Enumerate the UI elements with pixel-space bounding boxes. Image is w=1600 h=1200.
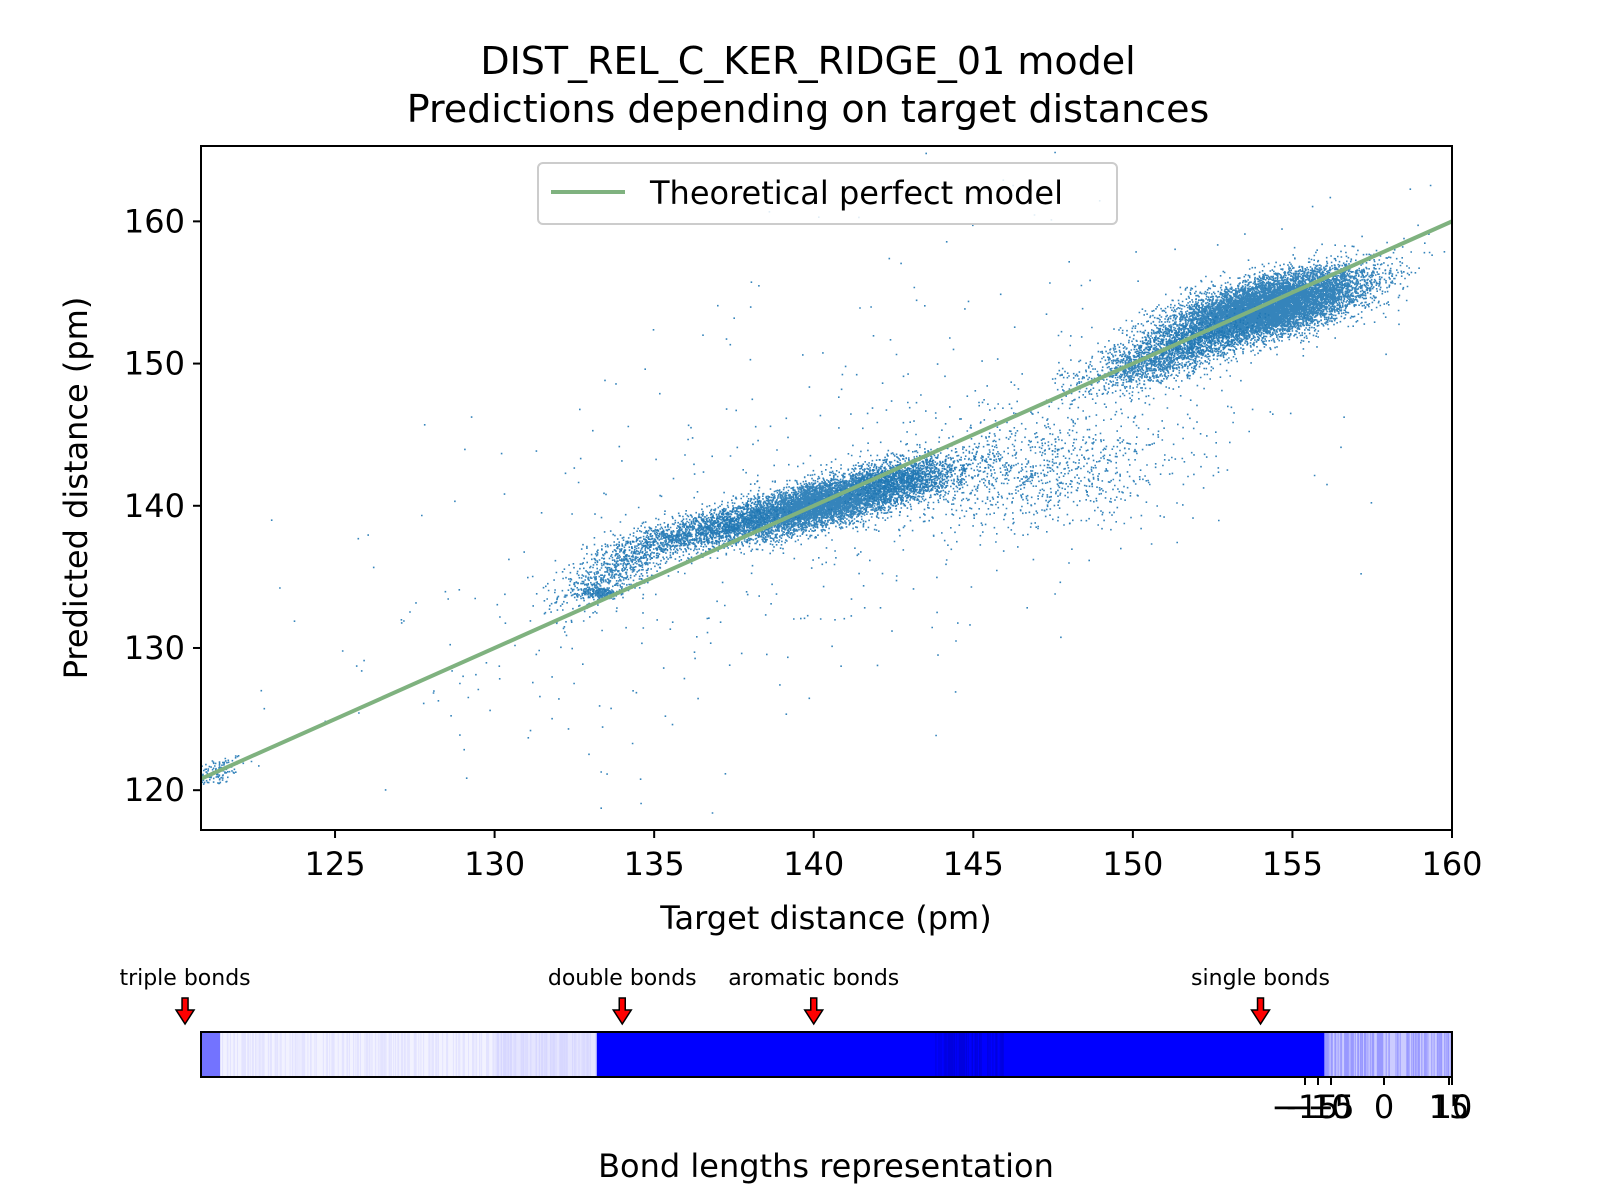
x-tick-label: 125 bbox=[304, 845, 365, 883]
bond-annotation: aromatic bonds bbox=[728, 966, 899, 1026]
strip-streaks-dense bbox=[935, 1032, 1004, 1077]
reference-line-layer bbox=[200, 219, 1453, 781]
strip-tick-label: 15 bbox=[1429, 1088, 1470, 1126]
scatter-points bbox=[809, 440, 1008, 526]
y-tick-label: 140 bbox=[124, 487, 185, 525]
main-plot-frame bbox=[200, 145, 1453, 831]
x-tick-label: 155 bbox=[1262, 845, 1323, 883]
legend-box bbox=[537, 162, 1118, 225]
bond-annotation: double bonds bbox=[548, 966, 697, 1026]
y-tick-label: 160 bbox=[124, 202, 185, 240]
scatter-cluster-1 bbox=[201, 755, 260, 785]
strip-density-segment bbox=[596, 1032, 1325, 1077]
x-tick-label: 130 bbox=[464, 845, 525, 883]
strip-streaks-sparse bbox=[222, 1032, 598, 1077]
scatter-points bbox=[1069, 224, 1446, 373]
bond-annotation: single bonds bbox=[1191, 966, 1330, 1026]
strip-tick-label: −5 bbox=[1307, 1088, 1354, 1126]
strip-density-segment bbox=[1324, 1032, 1452, 1077]
chart-subtitle: Predictions depending on target distance… bbox=[407, 87, 1210, 131]
red-arrow-icon bbox=[611, 997, 633, 1026]
red-arrow-icon bbox=[803, 997, 825, 1026]
strip-density-segment bbox=[220, 1032, 495, 1077]
scatter-points bbox=[201, 755, 260, 785]
scatter-points bbox=[542, 510, 704, 650]
legend: Theoretical perfect model bbox=[537, 162, 1118, 225]
x-tick-label: 160 bbox=[1421, 845, 1482, 883]
bond-annotation-label: single bonds bbox=[1191, 966, 1330, 991]
x-tick-label: 145 bbox=[943, 845, 1004, 883]
scatter-cluster-5 bbox=[580, 495, 816, 573]
scatter-cluster-6 bbox=[809, 440, 1008, 526]
x-tick-label: 150 bbox=[1102, 845, 1163, 883]
bond-length-strip bbox=[201, 1032, 1453, 1077]
bond-annotation-label: aromatic bonds bbox=[728, 966, 899, 991]
bond-annotation: triple bonds bbox=[119, 966, 251, 1026]
strip-density-segment bbox=[201, 1032, 221, 1077]
x-tick-label: 135 bbox=[624, 845, 685, 883]
scatter-points bbox=[580, 495, 816, 573]
strip-frame bbox=[200, 1031, 1453, 1078]
strip-streaks-tail bbox=[1324, 1032, 1453, 1077]
main-axes: 125 130 135 140 145 150 155 160 120 130 140 150 160 bbox=[124, 202, 1483, 883]
x-axis-label: Target distance (pm) bbox=[659, 899, 991, 937]
bond-annotations: triple bonds double bonds aromatic bonds si… bbox=[119, 966, 1330, 1026]
legend-label: Theoretical perfect model bbox=[649, 174, 1063, 212]
red-arrow-icon bbox=[174, 997, 196, 1026]
strip-tick-label: 0 bbox=[1374, 1088, 1394, 1126]
strip-tick-label: −15 bbox=[1271, 1088, 1339, 1126]
x-tick-label: 140 bbox=[783, 845, 844, 883]
scatter-cluster-9 bbox=[1069, 224, 1446, 373]
strip-density-segment bbox=[494, 1032, 597, 1077]
bond-annotation-label: triple bonds bbox=[119, 966, 250, 991]
red-arrow-icon bbox=[1250, 997, 1271, 1026]
y-tick-label: 130 bbox=[124, 629, 185, 667]
strip-axis-label: Bond lengths representation bbox=[598, 1147, 1054, 1185]
scatter-cluster-2 bbox=[542, 510, 704, 650]
bond-annotation-label: double bonds bbox=[548, 966, 697, 991]
perfect-model-line bbox=[200, 219, 1453, 781]
y-tick-label: 150 bbox=[124, 345, 185, 383]
y-tick-label: 120 bbox=[124, 771, 185, 809]
y-axis-label: Predicted distance (pm) bbox=[57, 297, 95, 680]
chart-title: DIST_REL_C_KER_RIDGE_01 model bbox=[480, 39, 1135, 83]
strip-tick-label: −10 bbox=[1284, 1088, 1352, 1126]
strip-tick-label: 10 bbox=[1432, 1088, 1473, 1126]
